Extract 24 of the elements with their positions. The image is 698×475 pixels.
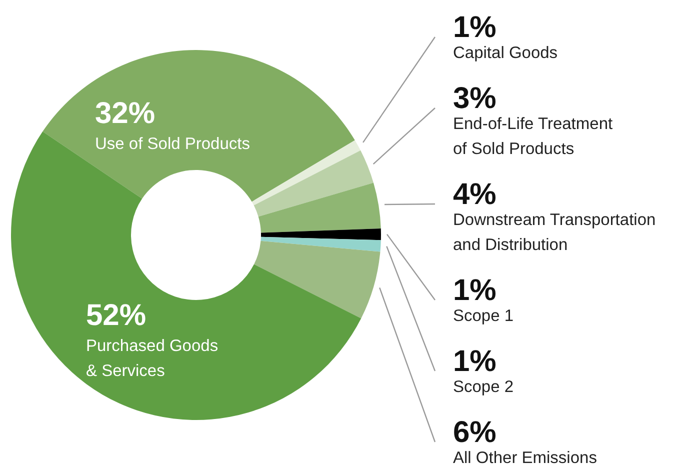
slice-label: Purchased Goods & Services — [86, 337, 218, 380]
donut-slice — [11, 132, 362, 420]
slice-label: All Other Emissions — [453, 449, 597, 467]
donut-slice — [260, 228, 381, 240]
data-label: 6% — [453, 416, 496, 449]
donut-slice — [254, 240, 380, 318]
donut-slice — [252, 140, 361, 206]
data-label: 52% — [86, 299, 146, 332]
slice-label: Capital Goods — [453, 44, 558, 62]
slice-label: End-of-Life Treatment of Sold Products — [453, 115, 613, 158]
data-label: 32% — [95, 97, 156, 130]
donut-slice — [258, 182, 381, 233]
data-label: 3% — [453, 82, 496, 115]
data-label: 1% — [453, 345, 496, 378]
donut-slice — [260, 236, 381, 252]
donut-slice — [254, 150, 374, 217]
data-label: 1% — [453, 11, 496, 44]
slice-label: Downstream Transportation and Distribution — [453, 211, 656, 254]
slice-label: Scope 1 — [453, 307, 514, 325]
data-label: 4% — [453, 178, 496, 211]
slice-label: Use of Sold Products — [95, 135, 250, 153]
slice-label: Scope 2 — [453, 378, 514, 396]
donut-slice — [42, 50, 355, 202]
data-label: 1% — [453, 274, 496, 307]
